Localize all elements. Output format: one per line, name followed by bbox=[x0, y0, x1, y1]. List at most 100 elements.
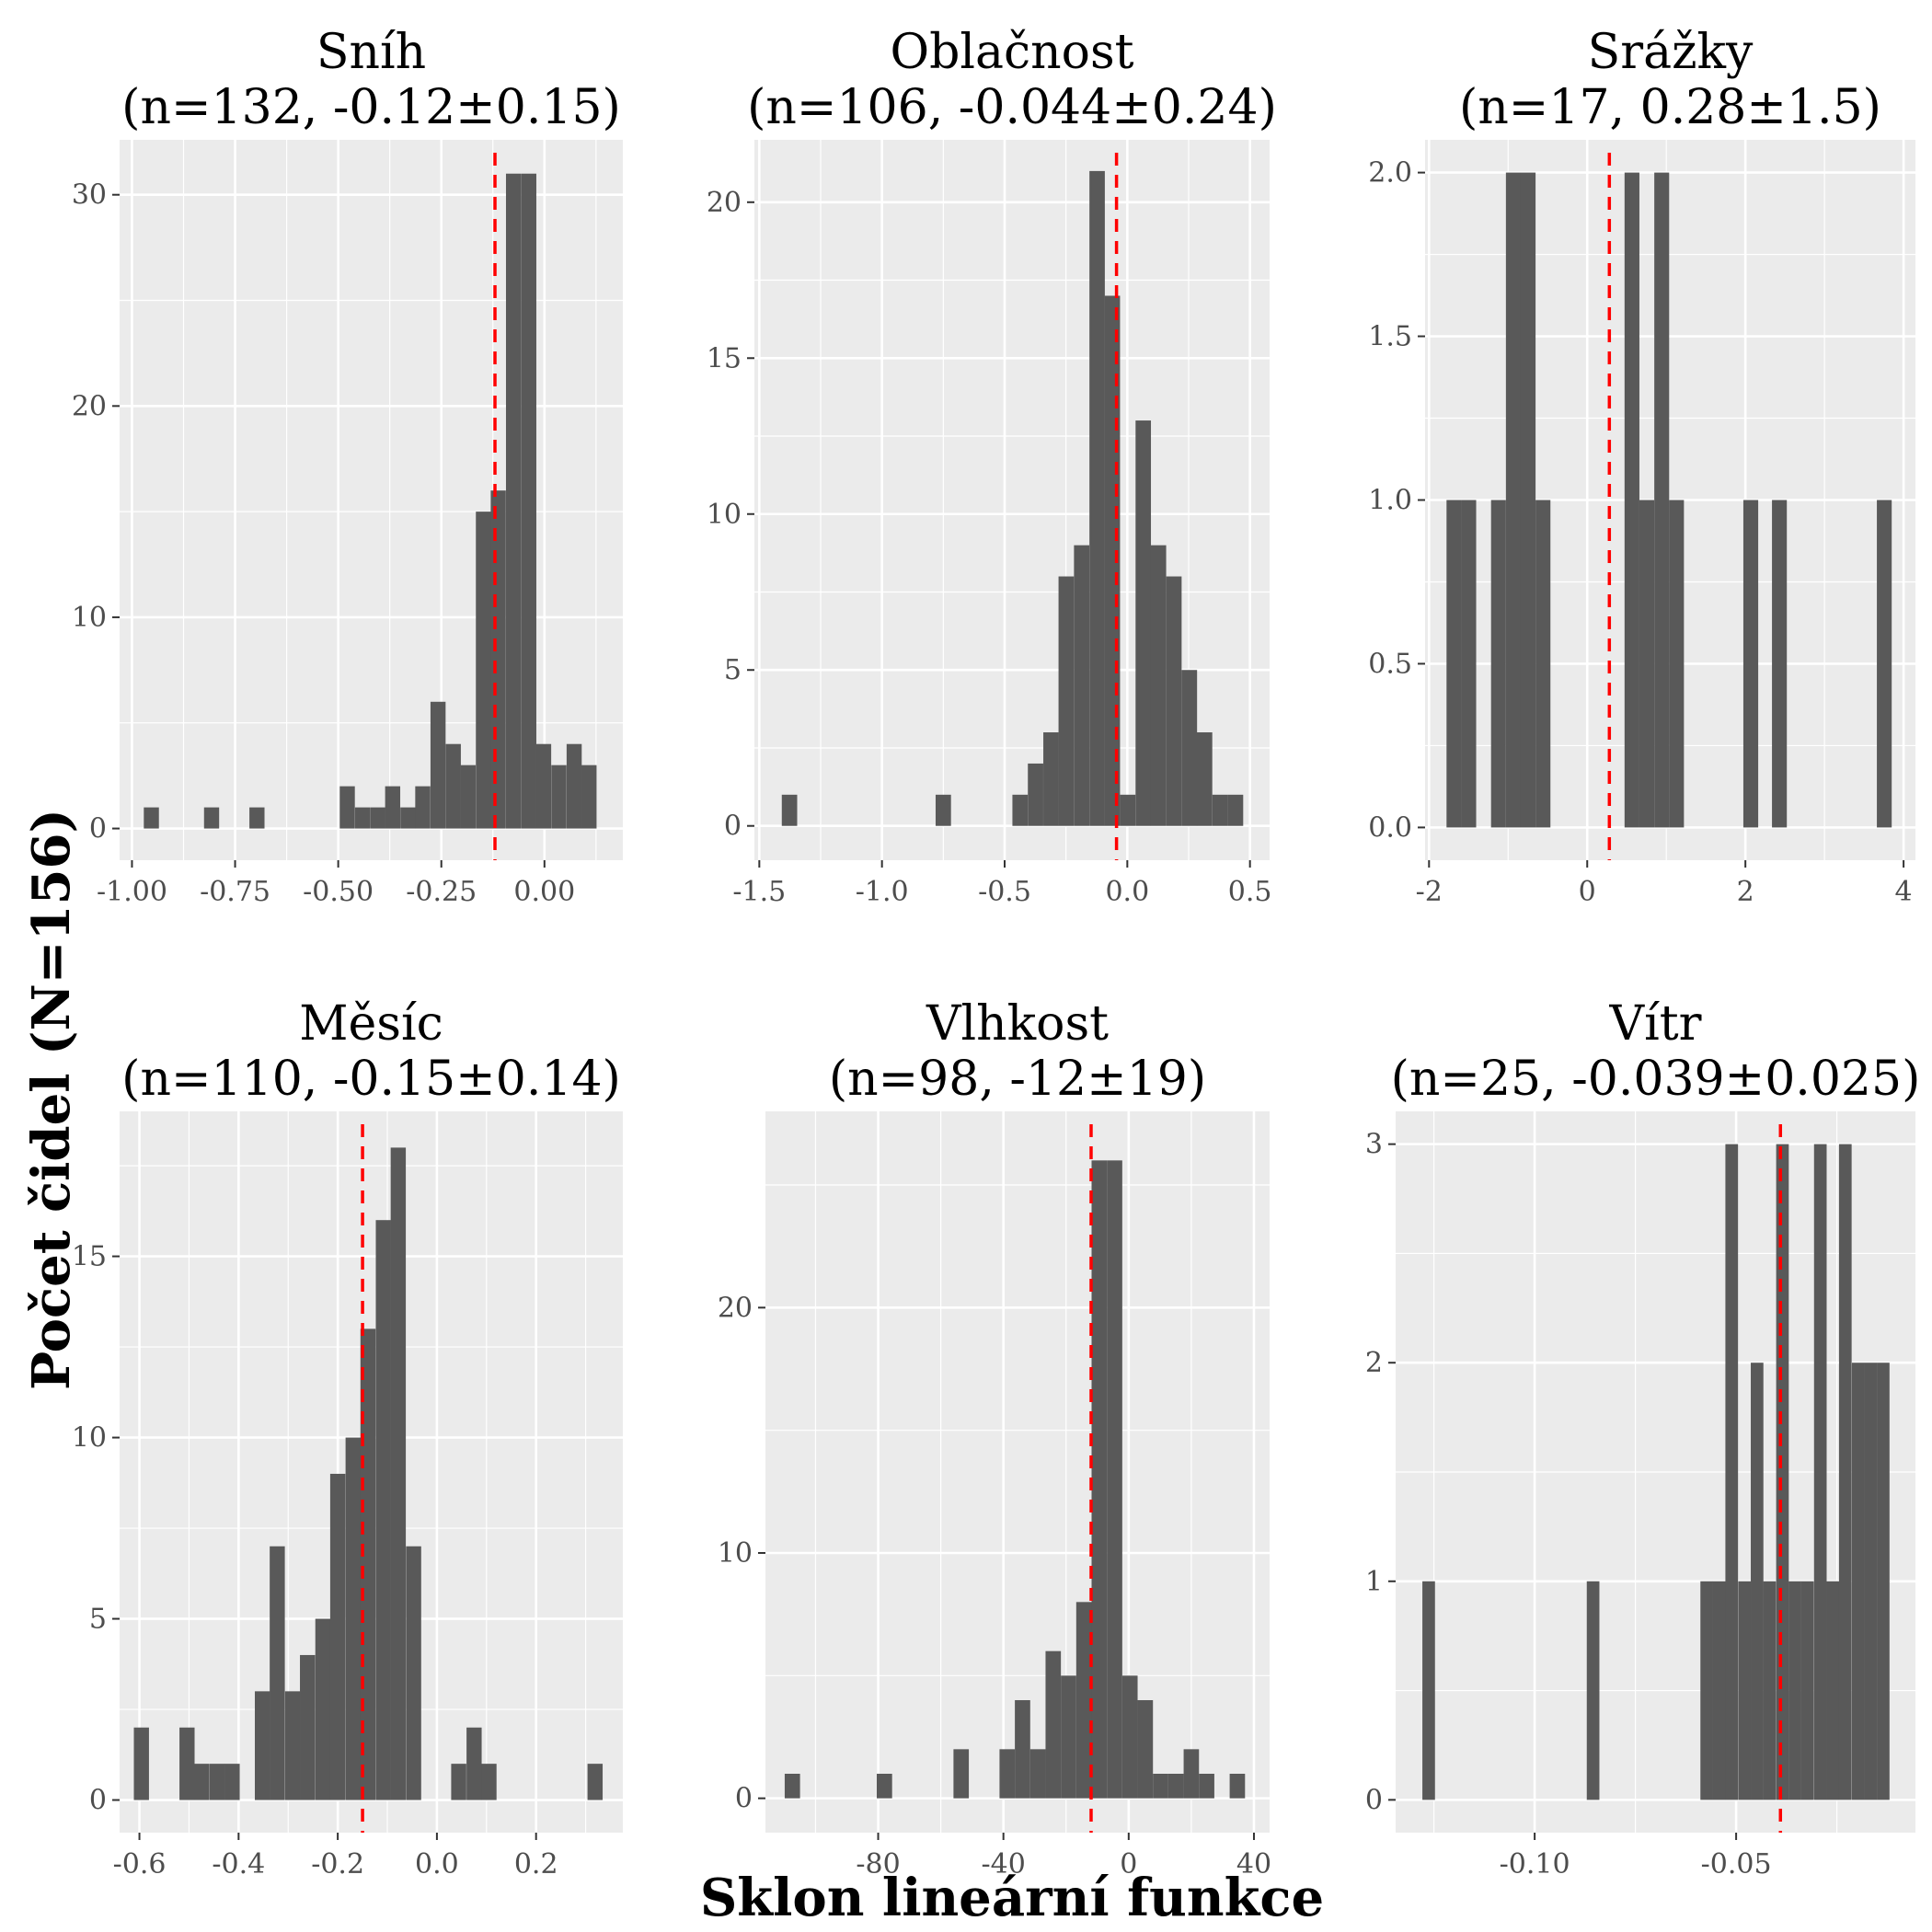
y-tick-label: 0 bbox=[89, 1785, 107, 1817]
panel-subtitle: (n=25, -0.039±0.025) bbox=[1391, 1052, 1921, 1107]
histogram-bar bbox=[354, 807, 371, 829]
y-tick-label: 0.0 bbox=[1368, 811, 1412, 844]
histogram-bar bbox=[535, 743, 552, 829]
histogram-bar bbox=[1028, 763, 1043, 826]
histogram-bar bbox=[1043, 732, 1059, 826]
histogram-bar bbox=[1586, 1581, 1600, 1800]
y-tick-label: 10 bbox=[707, 499, 742, 531]
histogram-bar bbox=[1751, 1363, 1764, 1800]
histogram-bar bbox=[315, 1618, 331, 1800]
histogram-bar bbox=[1012, 794, 1029, 826]
histogram-bar bbox=[1700, 1581, 1713, 1800]
histogram-bar bbox=[284, 1691, 301, 1800]
histogram-panel: -0.10 -0.05 0 1 2 3 Vítr(n=25, -0.039±0.025) bbox=[1365, 996, 1920, 1880]
histogram-bar bbox=[581, 765, 597, 829]
histogram-bar bbox=[370, 807, 385, 829]
histogram-bar bbox=[1813, 1144, 1827, 1800]
histogram-bar bbox=[1788, 1581, 1801, 1800]
x-tick-label: -1.5 bbox=[732, 876, 786, 908]
x-tick-label: 0 bbox=[1579, 876, 1596, 908]
histogram-bar bbox=[194, 1764, 210, 1800]
histogram-bar bbox=[1461, 500, 1477, 828]
y-tick-label: 0.5 bbox=[1368, 648, 1412, 680]
histogram-bar bbox=[1490, 500, 1506, 828]
histogram-bar bbox=[430, 701, 446, 829]
y-tick-label: 1.0 bbox=[1368, 485, 1412, 517]
histogram-bar bbox=[587, 1764, 604, 1800]
panel-subtitle: (n=98, -12±19) bbox=[829, 1052, 1206, 1107]
x-tick-label: 40 bbox=[1236, 1848, 1271, 1880]
y-tick-label: 3 bbox=[1365, 1129, 1383, 1161]
y-tick-label: 10 bbox=[718, 1537, 753, 1570]
histogram-bar bbox=[784, 1774, 800, 1799]
x-tick-label: -0.6 bbox=[113, 1848, 167, 1880]
histogram-bar bbox=[451, 1764, 466, 1800]
x-tick-label: -2 bbox=[1416, 876, 1443, 908]
histogram-bar bbox=[1121, 1675, 1138, 1799]
panel-subtitle: (n=106, -0.044±0.24) bbox=[747, 80, 1277, 135]
x-tick-label: 0 bbox=[1120, 1848, 1137, 1880]
histogram-bar bbox=[1183, 1749, 1200, 1799]
histogram-bar bbox=[249, 807, 265, 829]
x-tick-label: -0.50 bbox=[303, 876, 374, 908]
y-tick-label: 0 bbox=[1365, 1784, 1383, 1816]
histogram-bar bbox=[1135, 420, 1152, 826]
histogram-bar bbox=[1725, 1144, 1739, 1800]
histogram-bar bbox=[270, 1546, 285, 1800]
histogram-bar bbox=[339, 786, 355, 829]
histogram-bar bbox=[254, 1691, 270, 1800]
histogram-bar bbox=[179, 1727, 195, 1800]
histogram-bar bbox=[445, 743, 461, 829]
histogram-bar bbox=[1520, 172, 1536, 828]
histogram-bar bbox=[1137, 1700, 1154, 1799]
histogram-bar bbox=[375, 1220, 391, 1800]
histogram-bar bbox=[133, 1727, 149, 1800]
histogram-bar bbox=[1776, 1144, 1789, 1800]
histogram-bar bbox=[1166, 576, 1182, 826]
y-tick-label: 15 bbox=[72, 1241, 107, 1273]
x-tick-label: 4 bbox=[1895, 876, 1913, 908]
histogram-bar bbox=[1838, 1144, 1852, 1800]
histogram-bar bbox=[390, 1147, 407, 1800]
histogram-bar bbox=[1196, 732, 1213, 826]
histogram-bar bbox=[1045, 1650, 1062, 1799]
histogram-bar bbox=[1422, 1581, 1435, 1800]
y-tick-label: 2 bbox=[1365, 1347, 1383, 1379]
y-axis-title: Počet čidel (N=156) bbox=[21, 809, 82, 1390]
histogram-bar bbox=[781, 794, 798, 826]
histogram-bar bbox=[1877, 1363, 1890, 1800]
histogram-bar bbox=[1089, 170, 1105, 826]
x-tick-label: 0.00 bbox=[513, 876, 575, 908]
histogram-bar bbox=[345, 1437, 362, 1800]
histogram-bar bbox=[1181, 670, 1198, 826]
histogram-bar bbox=[1199, 1774, 1214, 1799]
histogram-bar bbox=[505, 173, 522, 829]
histogram-bar bbox=[385, 786, 401, 829]
histogram-bar bbox=[1446, 500, 1462, 828]
panel-background bbox=[120, 140, 623, 860]
y-tick-label: 0 bbox=[724, 811, 742, 843]
histogram-bar bbox=[466, 1727, 482, 1800]
histogram-bar bbox=[1229, 1774, 1246, 1799]
histogram-bar bbox=[460, 765, 477, 829]
y-tick-label: 2.0 bbox=[1368, 157, 1412, 190]
histogram-bar bbox=[1800, 1581, 1814, 1800]
histogram-panel: -2 0 2 4 0.0 0.5 1.0 1.5 2.0 Srážky(n=17, 0.28±1.… bbox=[1368, 25, 1915, 908]
x-tick-label: -80 bbox=[856, 1848, 900, 1880]
x-tick-label: -0.5 bbox=[978, 876, 1031, 908]
histogram-bar bbox=[224, 1764, 240, 1800]
histogram-bar bbox=[329, 1473, 346, 1800]
histogram-bar bbox=[999, 1749, 1016, 1799]
histogram-bar bbox=[1227, 794, 1244, 826]
x-tick-label: 0.0 bbox=[1105, 876, 1149, 908]
x-tick-label: -40 bbox=[982, 1848, 1026, 1880]
histogram-bar bbox=[1153, 1774, 1168, 1799]
y-tick-label: 1.5 bbox=[1368, 321, 1412, 353]
histogram-bar bbox=[1150, 545, 1167, 826]
histogram-bar bbox=[1091, 1160, 1108, 1799]
histogram-bar bbox=[551, 765, 567, 829]
histogram-bar bbox=[203, 807, 220, 829]
y-tick-label: 0 bbox=[89, 813, 107, 845]
histogram-bar bbox=[1851, 1363, 1865, 1800]
